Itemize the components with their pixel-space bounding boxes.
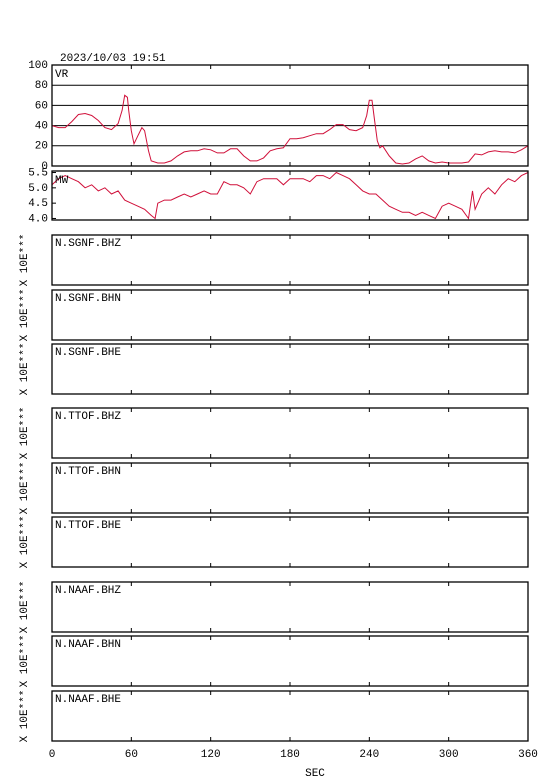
station-label: N.SGNF.BHZ bbox=[55, 238, 121, 250]
x-axis-label: SEC bbox=[305, 768, 325, 780]
amplitude-label: X 10E*** bbox=[19, 516, 31, 569]
station-label: N.NAAF.BHE bbox=[55, 694, 121, 706]
x-tick-label: 180 bbox=[280, 749, 300, 761]
data-line bbox=[51, 171, 529, 220]
station-label: N.TTOF.BHZ bbox=[55, 411, 121, 423]
amplitude-label: X 10E*** bbox=[19, 581, 31, 634]
y-tick-label: 40 bbox=[35, 121, 48, 133]
x-tick-label: 300 bbox=[439, 749, 459, 761]
amplitude-label: X 10E*** bbox=[19, 289, 31, 342]
waveform-panel bbox=[51, 635, 529, 687]
y-tick-label: 20 bbox=[35, 141, 48, 153]
waveform-panel bbox=[51, 516, 529, 568]
station-label: N.NAAF.BHZ bbox=[55, 585, 121, 597]
waveform-panel bbox=[51, 289, 529, 341]
y-tick-label: 5.5 bbox=[28, 167, 48, 179]
y-tick-label: 4.5 bbox=[28, 198, 48, 210]
y-tick-label: 5.0 bbox=[28, 183, 48, 195]
amplitude-label: X 10E*** bbox=[19, 407, 31, 460]
x-tick-label: 240 bbox=[359, 749, 379, 761]
waveform-panel bbox=[51, 690, 529, 742]
panel-label: VR bbox=[55, 69, 69, 81]
y-tick-label: 80 bbox=[35, 80, 48, 92]
y-tick-label: 0 bbox=[41, 161, 48, 173]
data-line bbox=[51, 94, 529, 165]
amplitude-label: X 10E*** bbox=[19, 343, 31, 396]
x-tick-label: 60 bbox=[125, 749, 138, 761]
x-tick-label: 120 bbox=[201, 749, 221, 761]
amplitude-label: X 10E*** bbox=[19, 462, 31, 515]
station-label: N.TTOF.BHN bbox=[55, 466, 121, 478]
figure-title: 2023/10/03 19:51 bbox=[60, 53, 166, 65]
waveform-panel bbox=[51, 343, 529, 395]
station-label: N.TTOF.BHE bbox=[55, 520, 121, 532]
waveform-panel bbox=[51, 407, 529, 459]
panel-label: MW bbox=[55, 175, 69, 187]
y-tick-label: 4.0 bbox=[28, 213, 48, 225]
amplitude-label: X 10E*** bbox=[19, 635, 31, 688]
y-tick-label: 100 bbox=[28, 60, 48, 72]
amplitude-label: X 10E*** bbox=[19, 690, 31, 743]
x-tick-label: 360 bbox=[518, 749, 538, 761]
station-label: N.SGNF.BHE bbox=[55, 347, 121, 359]
station-label: N.SGNF.BHN bbox=[55, 293, 121, 305]
waveform-panel bbox=[51, 234, 529, 286]
y-tick-label: 60 bbox=[35, 100, 48, 112]
x-tick-label: 0 bbox=[49, 749, 56, 761]
amplitude-label: X 10E*** bbox=[19, 234, 31, 287]
station-label: N.NAAF.BHN bbox=[55, 639, 121, 651]
panel-frame bbox=[51, 64, 529, 167]
waveform-panel bbox=[51, 581, 529, 633]
waveform-panel bbox=[51, 462, 529, 514]
